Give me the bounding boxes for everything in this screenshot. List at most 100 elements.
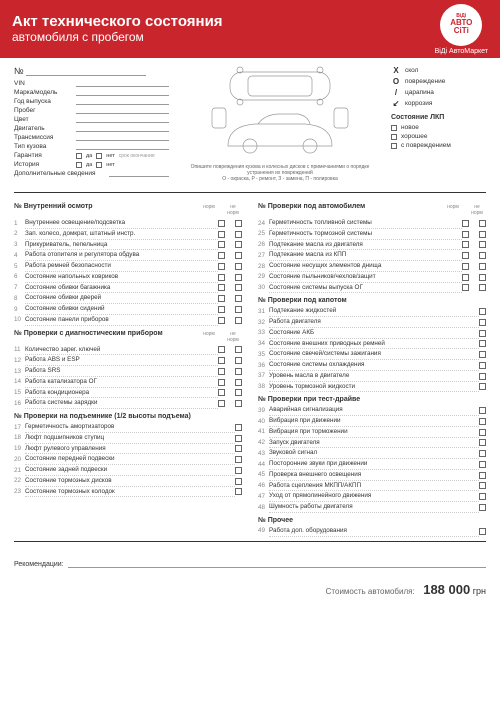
check-checkbox[interactable] [235, 467, 242, 474]
check-bad-checkbox[interactable] [235, 389, 242, 396]
field-input[interactable] [76, 134, 169, 141]
check-bad-checkbox[interactable] [235, 368, 242, 375]
check-checkbox[interactable] [479, 418, 486, 425]
check-checkbox[interactable] [479, 429, 486, 436]
check-checkbox[interactable] [235, 478, 242, 485]
check-checkbox[interactable] [235, 445, 242, 452]
check-bad-checkbox[interactable] [235, 252, 242, 259]
check-ok-checkbox[interactable] [218, 263, 225, 270]
check-checkbox[interactable] [235, 456, 242, 463]
check-ok-checkbox[interactable] [462, 284, 469, 291]
check-checkbox[interactable] [479, 351, 486, 358]
check-bad-checkbox[interactable] [479, 284, 486, 291]
recommendations-input[interactable] [68, 560, 486, 568]
check-checkbox[interactable] [479, 528, 486, 535]
check-ok-checkbox[interactable] [218, 274, 225, 281]
check-text: Уровень тормозной жидкости [269, 382, 479, 393]
check-bad-checkbox[interactable] [479, 231, 486, 238]
check-ok-checkbox[interactable] [462, 263, 469, 270]
history-yes-checkbox[interactable] [76, 162, 82, 168]
check-ok-checkbox[interactable] [218, 220, 225, 227]
col-a: норм [444, 204, 462, 216]
check-bad-checkbox[interactable] [235, 357, 242, 364]
check-ok-checkbox[interactable] [218, 346, 225, 353]
car-diagram[interactable] [210, 66, 350, 161]
check-bad-checkbox[interactable] [235, 284, 242, 291]
check-checkbox[interactable] [479, 340, 486, 347]
warranty-yes-checkbox[interactable] [76, 153, 82, 159]
field-input[interactable] [76, 125, 169, 132]
check-checkbox[interactable] [479, 330, 486, 337]
check-bad-checkbox[interactable] [235, 317, 242, 324]
check-ok-checkbox[interactable] [218, 284, 225, 291]
check-bad-checkbox[interactable] [235, 400, 242, 407]
check-ok-checkbox[interactable] [462, 241, 469, 248]
warranty-no-checkbox[interactable] [96, 153, 102, 159]
check-bad-checkbox[interactable] [235, 295, 242, 302]
check-ok-checkbox[interactable] [462, 252, 469, 259]
top-form-section: № VINМарка/модельГод выпускаПробегЦветДв… [0, 58, 500, 188]
check-checkbox[interactable] [479, 439, 486, 446]
check-checkbox[interactable] [479, 472, 486, 479]
check-ok-checkbox[interactable] [218, 317, 225, 324]
extra-info-input[interactable] [109, 170, 169, 177]
check-checkbox[interactable] [479, 493, 486, 500]
check-row: 48Шумность работы двигателя [258, 502, 486, 513]
check-ok-checkbox[interactable] [462, 231, 469, 238]
field-input[interactable] [76, 116, 169, 123]
field-input[interactable] [76, 80, 169, 87]
check-bad-checkbox[interactable] [479, 241, 486, 248]
field-input[interactable] [76, 143, 169, 150]
check-checkbox[interactable] [479, 482, 486, 489]
field-input[interactable] [76, 98, 169, 105]
check-ok-checkbox[interactable] [218, 379, 225, 386]
check-bad-checkbox[interactable] [235, 263, 242, 270]
check-bad-checkbox[interactable] [479, 274, 486, 281]
check-checkbox[interactable] [479, 504, 486, 511]
check-bad-checkbox[interactable] [235, 379, 242, 386]
check-ok-checkbox[interactable] [218, 389, 225, 396]
lkp-checkbox[interactable] [391, 143, 397, 149]
check-checkbox[interactable] [479, 450, 486, 457]
check-bad-checkbox[interactable] [235, 274, 242, 281]
check-row: 35Состояние свечей/системы зажигания [258, 349, 486, 360]
check-checkbox[interactable] [235, 488, 242, 495]
check-bad-checkbox[interactable] [479, 263, 486, 270]
history-no-checkbox[interactable] [96, 162, 102, 168]
check-checkbox[interactable] [235, 424, 242, 431]
check-checkbox[interactable] [479, 319, 486, 326]
check-checkbox[interactable] [479, 308, 486, 315]
check-checkbox[interactable] [479, 373, 486, 380]
section-title: № Прочее [258, 517, 486, 524]
doc-number-input[interactable] [26, 68, 146, 76]
check-bad-checkbox[interactable] [479, 220, 486, 227]
check-ok-checkbox[interactable] [218, 306, 225, 313]
check-num: 49 [258, 526, 269, 536]
check-ok-checkbox[interactable] [218, 357, 225, 364]
check-bad-checkbox[interactable] [235, 306, 242, 313]
check-bad-checkbox[interactable] [235, 346, 242, 353]
check-ok-checkbox[interactable] [218, 252, 225, 259]
check-checkbox[interactable] [479, 383, 486, 390]
check-checkbox[interactable] [235, 435, 242, 442]
lkp-checkbox[interactable] [391, 125, 397, 131]
check-ok-checkbox[interactable] [218, 241, 225, 248]
field-input[interactable] [76, 107, 169, 114]
check-bad-checkbox[interactable] [235, 231, 242, 238]
check-bad-checkbox[interactable] [235, 220, 242, 227]
check-ok-checkbox[interactable] [218, 368, 225, 375]
lkp-checkbox[interactable] [391, 134, 397, 140]
check-bad-checkbox[interactable] [479, 252, 486, 259]
check-ok-checkbox[interactable] [462, 274, 469, 281]
check-bad-checkbox[interactable] [235, 241, 242, 248]
legend-symbol: X [391, 66, 401, 75]
check-ok-checkbox[interactable] [218, 231, 225, 238]
check-checkbox[interactable] [479, 362, 486, 369]
check-num: 21 [14, 466, 25, 476]
check-checkbox[interactable] [479, 461, 486, 468]
check-ok-checkbox[interactable] [218, 295, 225, 302]
field-input[interactable] [76, 89, 169, 96]
check-ok-checkbox[interactable] [462, 220, 469, 227]
check-ok-checkbox[interactable] [218, 400, 225, 407]
check-checkbox[interactable] [479, 407, 486, 414]
